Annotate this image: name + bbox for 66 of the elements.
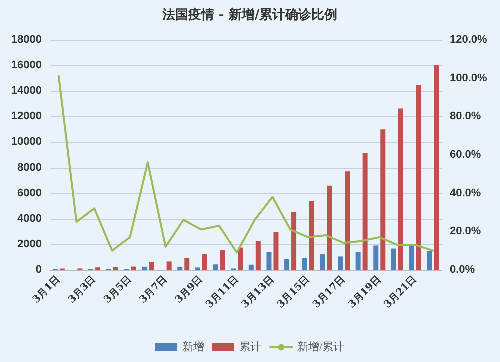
x-tick-label: 3月5日 (102, 274, 134, 306)
bar (356, 252, 361, 270)
y-tick-label: 4000 (18, 212, 42, 225)
bar (320, 254, 326, 270)
y-tick-label: 10000 (11, 136, 42, 148)
x-tick-label: 3月7日 (138, 274, 170, 306)
bar (416, 85, 422, 270)
bar (345, 172, 350, 270)
chart-title: 法国疫情 - 新增/累计确诊比例 (161, 7, 338, 23)
bar (427, 250, 432, 270)
x-tick-label: 3月11日 (204, 274, 241, 311)
bar (220, 250, 226, 270)
bar (184, 258, 190, 270)
bar (238, 248, 244, 270)
x-tick-label: 3月13日 (240, 274, 277, 311)
bar (309, 201, 314, 270)
y2-tick-label: 60.0% (450, 149, 482, 161)
bar (302, 258, 308, 270)
bar (374, 246, 379, 270)
bar (380, 130, 386, 270)
legend-label: 累计 (239, 340, 262, 354)
bar (391, 248, 396, 270)
bar (248, 264, 254, 270)
y-tick-label: 2000 (18, 238, 42, 250)
bar (166, 262, 172, 270)
x-tick-label: 3月17日 (311, 274, 348, 311)
bar (292, 212, 297, 270)
y2-tick-label: 20.0% (450, 226, 482, 238)
x-tick-label: 3月15日 (276, 274, 312, 311)
x-tick-label: 3月3日 (66, 274, 98, 306)
bar (266, 252, 272, 270)
y-tick-label: 12000 (11, 110, 42, 123)
y2-tick-label: 40.0% (450, 187, 482, 200)
bar (362, 153, 368, 270)
line-series (58, 75, 434, 254)
bar (113, 267, 118, 270)
x-tick-label: 3月21日 (382, 274, 420, 311)
x-tick-label: 3月19日 (346, 274, 384, 311)
bar (274, 232, 279, 270)
y-tick-label: 14000 (11, 85, 42, 98)
y2-tick-label: 0.0% (450, 264, 476, 276)
y-tick-label: 18000 (11, 34, 42, 46)
y2-tick-label: 80.0% (450, 110, 482, 123)
bar (284, 259, 290, 270)
bar (409, 246, 414, 270)
bar (178, 266, 183, 270)
bar (434, 65, 440, 270)
legend-label: 新增 (182, 340, 204, 354)
bar (149, 262, 154, 270)
y-tick-label: 16000 (11, 60, 42, 72)
x-tick-label: 3月9日 (174, 274, 206, 306)
y-tick-label: 0 (36, 264, 42, 276)
bar (213, 264, 218, 270)
bar (256, 241, 261, 270)
bar (142, 266, 147, 270)
y-tick-label: 8000 (18, 162, 42, 174)
x-tick-label: 3月1日 (31, 274, 63, 306)
y-tick-label: 6000 (18, 187, 42, 200)
bar (202, 254, 208, 270)
y2-tick-label: 100.0% (450, 72, 488, 84)
bar (398, 108, 404, 270)
bar (131, 266, 136, 270)
bar (338, 256, 343, 270)
y2-tick-label: 120.0% (450, 34, 488, 46)
bar (327, 186, 332, 270)
legend-label: 新增/累计 (297, 340, 345, 354)
